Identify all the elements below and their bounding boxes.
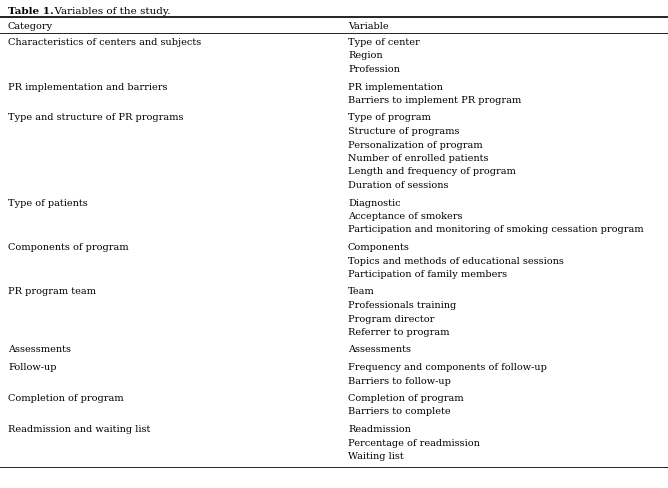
Text: Professionals training: Professionals training [348,301,456,309]
Text: PR program team: PR program team [8,287,96,296]
Text: Personalization of program: Personalization of program [348,140,482,149]
Text: Duration of sessions: Duration of sessions [348,181,448,190]
Text: Structure of programs: Structure of programs [348,127,460,136]
Text: Variable: Variable [348,22,389,31]
Text: Completion of program: Completion of program [348,393,464,402]
Text: Follow-up: Follow-up [8,362,57,371]
Text: Team: Team [348,287,375,296]
Text: Waiting list: Waiting list [348,451,403,460]
Text: Barriers to complete: Barriers to complete [348,407,451,416]
Text: Barriers to follow-up: Barriers to follow-up [348,376,451,385]
Text: Components of program: Components of program [8,243,129,251]
Text: Category: Category [8,22,53,31]
Text: Participation of family members: Participation of family members [348,269,507,279]
Text: Variables of the study.: Variables of the study. [48,7,170,16]
Text: Table 1.: Table 1. [8,7,53,16]
Text: Components: Components [348,243,410,251]
Text: Number of enrolled patients: Number of enrolled patients [348,154,488,163]
Text: Assessments: Assessments [348,345,411,354]
Text: Frequency and components of follow-up: Frequency and components of follow-up [348,362,547,371]
Text: Participation and monitoring of smoking cessation program: Participation and monitoring of smoking … [348,225,644,234]
Text: Readmission: Readmission [348,424,411,433]
Text: Percentage of readmission: Percentage of readmission [348,438,480,447]
Text: Length and frequency of program: Length and frequency of program [348,167,516,176]
Text: Diagnostic: Diagnostic [348,198,401,207]
Text: PR implementation: PR implementation [348,82,443,91]
Text: Topics and methods of educational sessions: Topics and methods of educational sessio… [348,256,564,265]
Text: Completion of program: Completion of program [8,393,124,402]
Text: Acceptance of smokers: Acceptance of smokers [348,212,462,221]
Text: Program director: Program director [348,314,434,323]
Text: Type of patients: Type of patients [8,198,88,207]
Text: Referrer to program: Referrer to program [348,327,450,336]
Text: Type of program: Type of program [348,113,431,122]
Text: PR implementation and barriers: PR implementation and barriers [8,82,168,91]
Text: Region: Region [348,51,383,61]
Text: Characteristics of centers and subjects: Characteristics of centers and subjects [8,38,201,47]
Text: Type of center: Type of center [348,38,420,47]
Text: Type and structure of PR programs: Type and structure of PR programs [8,113,184,122]
Text: Profession: Profession [348,65,400,74]
Text: Barriers to implement PR program: Barriers to implement PR program [348,96,521,105]
Text: Readmission and waiting list: Readmission and waiting list [8,424,150,433]
Text: Assessments: Assessments [8,345,71,354]
